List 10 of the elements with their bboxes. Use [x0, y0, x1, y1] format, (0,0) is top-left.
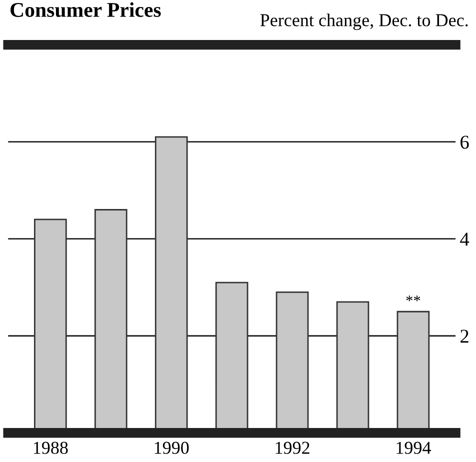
- x-tick-label: 1992: [276, 442, 310, 454]
- chart-title: Consumer Prices: [10, 2, 161, 18]
- x-tick-label: 1990: [154, 442, 189, 454]
- x-tick-label: 1988: [34, 442, 68, 454]
- chart-subtitle: Percent change, Dec. to Dec.: [260, 14, 468, 30]
- x-tick-label: 1994: [396, 442, 431, 454]
- annotation: **: [406, 296, 420, 302]
- y-tick-label: 6: [460, 136, 469, 149]
- y-tick-label: 4: [460, 232, 470, 246]
- y-tick-label: 2: [460, 330, 468, 343]
